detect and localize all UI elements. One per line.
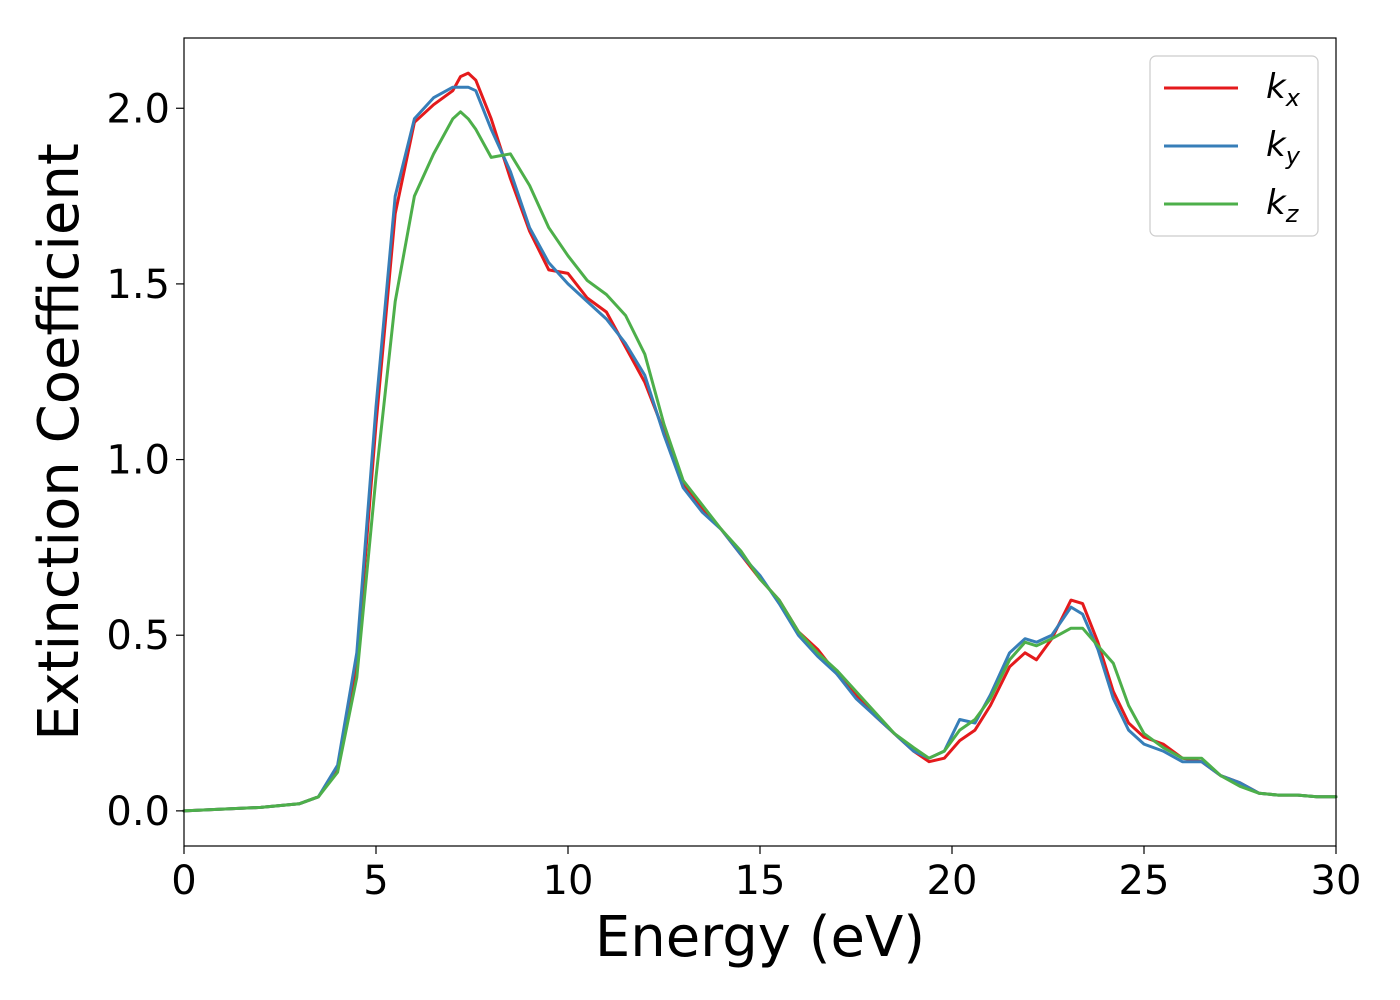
y-axis-label: Extinction Coefficient (27, 143, 92, 741)
y-tick-label: 0.5 (106, 613, 170, 659)
x-tick-label: 30 (1311, 858, 1362, 904)
x-tick-label: 5 (363, 858, 388, 904)
y-tick-label: 0.0 (106, 789, 170, 835)
axis-layer: 0 5 10 15 20 25 30 0.0 0.5 1.0 1.5 2.0 (106, 86, 1361, 904)
x-axis-label: Energy (eV) (595, 905, 925, 970)
series-line-y (182, 85, 1338, 813)
x-tick-label: 0 (171, 858, 196, 904)
x-tick-label: 25 (1119, 858, 1170, 904)
legend: kx ky kz (1149, 55, 1319, 237)
x-tick-label: 15 (735, 858, 786, 904)
y-tick-label: 1.0 (106, 438, 170, 484)
series-line-z (182, 110, 1338, 813)
y-tick-label: 1.5 (106, 262, 170, 308)
legend-label-x: kx (1266, 67, 1301, 112)
series-layer (182, 71, 1338, 813)
y-tick-label: 2.0 (106, 86, 170, 132)
legend-label-z: kz (1266, 183, 1300, 228)
legend-label-y: ky (1266, 125, 1301, 170)
x-tick-label: 10 (543, 858, 594, 904)
x-tick-label: 20 (927, 858, 978, 904)
